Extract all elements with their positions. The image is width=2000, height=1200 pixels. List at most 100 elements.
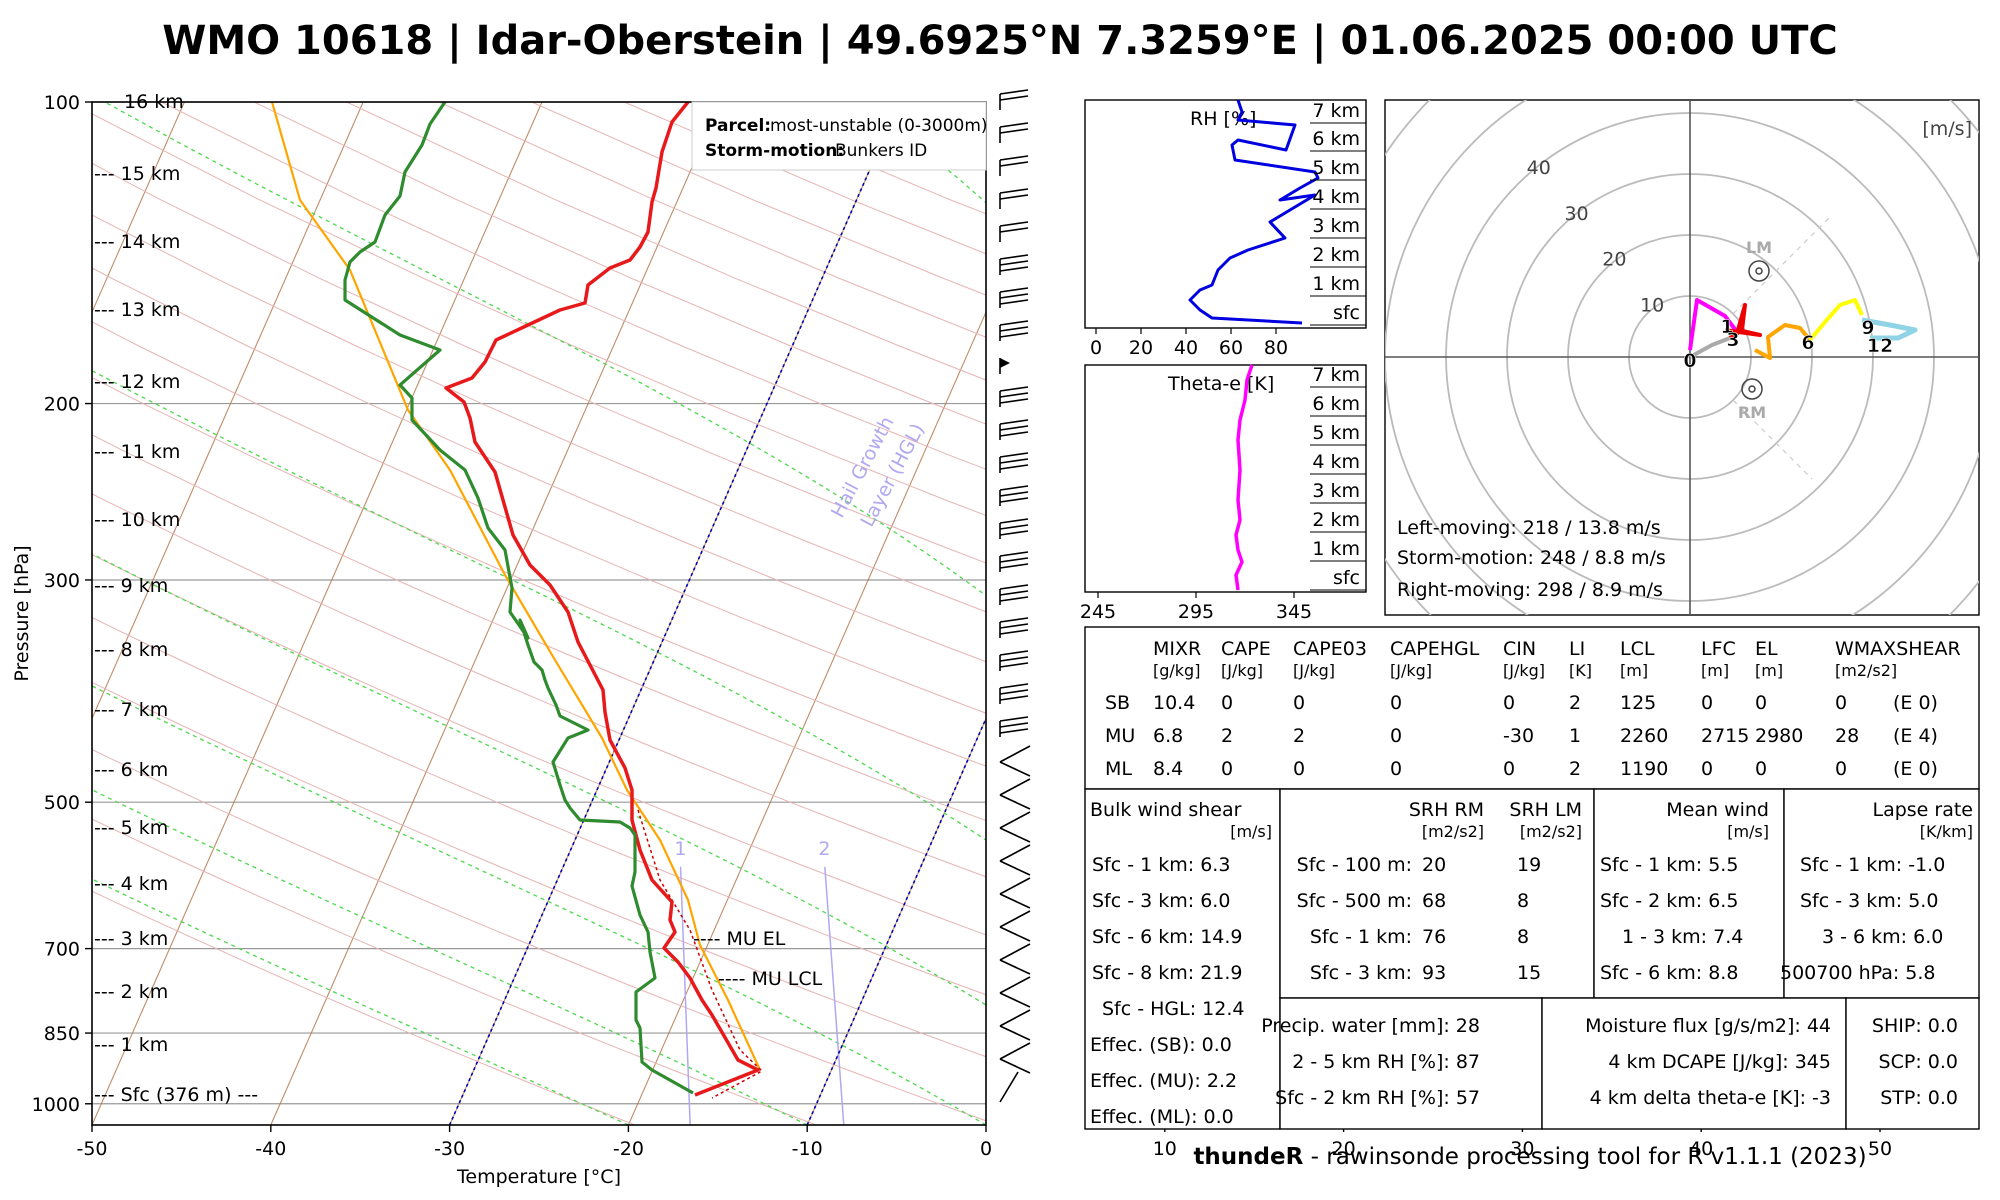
temp-tick-label: -40 xyxy=(255,1138,286,1160)
lapse-title: Lapse rate xyxy=(1872,799,1973,821)
rh-height-label: sfc xyxy=(1333,302,1360,324)
height-label: --- 15 km xyxy=(94,163,180,185)
hodograph-diagonal xyxy=(1732,216,1831,315)
wind-barb-staff xyxy=(999,778,1031,796)
wind-barb-feather xyxy=(999,89,1029,95)
wind-barb-feather xyxy=(999,893,1031,909)
wind-barb-feather xyxy=(999,650,1029,656)
srh-rm-value: 68 xyxy=(1422,890,1446,912)
thetae-height-label: 6 km xyxy=(1312,393,1360,415)
lapse-unit: [K/km] xyxy=(1920,822,1973,841)
indices-header: LFC xyxy=(1701,638,1736,660)
moist-adiabat xyxy=(92,370,986,841)
srh-lm-value: 19 xyxy=(1517,854,1541,876)
wind-barb xyxy=(999,358,1010,374)
temp-tick-label: -20 xyxy=(613,1138,644,1160)
hodo-segment-lightblue xyxy=(1861,317,1918,341)
srh-lm-value: 8 xyxy=(1517,926,1529,948)
srh-rm-unit: [m2/s2] xyxy=(1422,822,1484,841)
meanwind-row: Sfc - 6 km: 8.8 xyxy=(1600,962,1738,984)
wind-barb-feather xyxy=(999,617,1029,623)
srh-lm-value: 15 xyxy=(1517,962,1541,984)
wind-barb xyxy=(999,320,1029,341)
flux-box xyxy=(1541,997,1847,1130)
dry-adiabat xyxy=(92,376,986,767)
height-label: --- 12 km xyxy=(94,371,180,393)
hodograph-ring-label: 10 xyxy=(1640,294,1664,316)
wind-barb-feather xyxy=(999,155,1029,161)
shear-box xyxy=(1084,788,1281,1130)
indices-cell: 0 xyxy=(1390,758,1402,780)
pressure-tick-label: 300 xyxy=(44,570,80,592)
rh-xtick-label: 0 xyxy=(1090,337,1102,359)
lapse-row: Sfc - 1 km: -1.0 xyxy=(1800,854,1945,876)
dry-adiabat xyxy=(92,434,986,822)
indices-cell: (E 0) xyxy=(1893,692,1938,714)
mu-el-annotation: ---- MU EL xyxy=(693,928,786,950)
pressure-tick-label: 850 xyxy=(44,1023,80,1045)
wind-barb-staff xyxy=(999,745,1031,763)
wind-barb-feather xyxy=(999,551,1029,557)
hodo-segment-red xyxy=(1724,303,1762,340)
thetae-height-label: 5 km xyxy=(1312,422,1360,444)
rh-xtick-label: 80 xyxy=(1264,337,1288,359)
height-label: --- 10 km xyxy=(94,509,180,531)
rh-height-label: 6 km xyxy=(1312,128,1360,150)
wind-barbs xyxy=(999,89,1031,1103)
rh-height-label: 7 km xyxy=(1312,100,1360,122)
wind-barb-staff xyxy=(999,910,1031,928)
indices-cell: 2 xyxy=(1569,692,1581,714)
indices-cell: 8.4 xyxy=(1153,758,1183,780)
height-label: --- 6 km xyxy=(94,759,168,781)
wind-barb-feather xyxy=(999,458,1029,464)
indices-cell: 1190 xyxy=(1620,758,1668,780)
srh-rm-header: SRH RM xyxy=(1409,799,1484,821)
skewt-ylabel: Pressure [hPa] xyxy=(11,545,33,681)
wind-barb-staff xyxy=(999,1042,1031,1060)
indices-cell: 2715 xyxy=(1701,725,1749,747)
hodograph-unit: [m/s] xyxy=(1922,118,1972,140)
rh-profile-panel: RH [%] 7 km 6 km 5 km 4 km 3 km 2 km 1 km sfc 0 20… xyxy=(1084,99,1367,359)
wind-barb xyxy=(999,943,1031,975)
pressure-tick-label: 500 xyxy=(44,792,80,814)
wind-barb-feather xyxy=(999,524,1029,530)
hodograph-ring-label: 30 xyxy=(1564,203,1588,225)
thetae-title: Theta-e [K] xyxy=(1167,373,1274,395)
footer-text: - rawinsonde processing tool for R v1.1.… xyxy=(1303,1144,1867,1170)
wind-barb-feather xyxy=(999,590,1029,596)
lapse-row: 3 - 6 km: 6.0 xyxy=(1822,926,1943,948)
mixing-ratio-line xyxy=(679,866,691,1125)
rm-label: RM xyxy=(1738,403,1766,422)
meanwind-unit: [m/s] xyxy=(1727,822,1769,841)
wind-barb xyxy=(999,976,1031,1008)
height-label: --- 3 km xyxy=(94,928,168,950)
srh-rm-value: 76 xyxy=(1422,926,1446,948)
thetae-height-label: 1 km xyxy=(1312,538,1360,560)
isotherm xyxy=(627,310,986,1125)
shear-row: Sfc - 6 km: 14.9 xyxy=(1092,926,1243,948)
indices-cell: 0 xyxy=(1701,758,1713,780)
mixing-ratio-label: 1 xyxy=(674,838,686,860)
indices-unit: [J/kg] xyxy=(1221,661,1263,680)
indices-header: CIN xyxy=(1503,638,1536,660)
height-label: --- 4 km xyxy=(94,873,168,895)
rh-height-label: 3 km xyxy=(1312,215,1360,237)
wind-barb-feather xyxy=(999,485,1029,491)
indices-row-label: SB xyxy=(1105,692,1130,714)
indices-header: CAPE03 xyxy=(1293,638,1367,660)
footer-brand: thundeR xyxy=(1193,1144,1304,1170)
wind-barb xyxy=(999,910,1031,942)
height-label: --- 8 km xyxy=(94,639,168,661)
isotherm xyxy=(270,102,722,1125)
skewt-frame xyxy=(91,101,987,1126)
composite-row: SHIP: 0.0 xyxy=(1872,1015,1958,1037)
skewt-xlabel: Temperature [°C] xyxy=(456,1166,621,1188)
rh-xtick-label: 20 xyxy=(1129,337,1153,359)
wind-barb-feather xyxy=(999,557,1029,563)
skewt-background xyxy=(92,102,986,1125)
wind-barb-feather xyxy=(999,227,1029,233)
dry-adiabat xyxy=(92,554,986,936)
wind-barb-feather xyxy=(999,287,1029,293)
wind-barb-feather xyxy=(999,728,1029,734)
left-moving-text: Left-moving: 218 / 13.8 m/s xyxy=(1397,517,1661,539)
